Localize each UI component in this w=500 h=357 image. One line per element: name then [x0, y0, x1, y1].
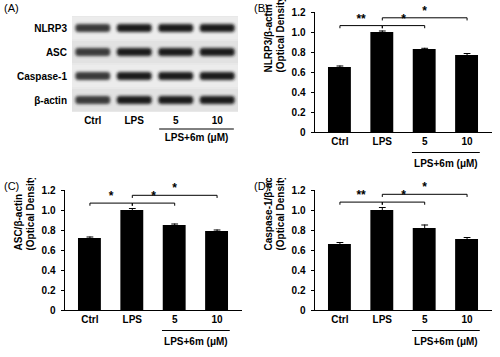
svg-text:LPS: LPS [373, 314, 393, 325]
svg-text:0.4: 0.4 [292, 265, 306, 276]
svg-text:0.2: 0.2 [292, 107, 306, 118]
svg-text:0.4: 0.4 [292, 87, 306, 98]
svg-text:**: ** [356, 188, 366, 202]
svg-text:1.0: 1.0 [292, 27, 306, 38]
svg-text:0.8: 0.8 [42, 225, 56, 236]
svg-text:0.4: 0.4 [42, 265, 56, 276]
svg-text:ASC: ASC [46, 47, 67, 58]
svg-text:β-actin: β-actin [34, 95, 67, 106]
svg-text:LPS+6m (μM): LPS+6m (μM) [164, 336, 228, 347]
svg-text:LPS: LPS [123, 314, 143, 325]
svg-text:Ctrl: Ctrl [331, 136, 348, 147]
svg-text:**: ** [356, 12, 366, 26]
svg-text:Ctrl: Ctrl [331, 314, 348, 325]
svg-text:*: * [401, 188, 406, 202]
html-text:(D): (D) [254, 180, 270, 192]
svg-text:10: 10 [212, 115, 224, 126]
svg-text:0.2: 0.2 [292, 285, 306, 296]
svg-text:0.6: 0.6 [292, 67, 306, 78]
svg-text:*: * [151, 189, 156, 203]
svg-text:1.0: 1.0 [42, 205, 56, 216]
svg-text:0.8: 0.8 [292, 225, 306, 236]
svg-text:Ctrl: Ctrl [81, 314, 98, 325]
svg-text:5: 5 [172, 314, 178, 325]
svg-text:0: 0 [300, 127, 306, 138]
svg-text:LPS: LPS [373, 136, 393, 147]
svg-text:Ctrl: Ctrl [84, 115, 101, 126]
svg-text:Caspase-1: Caspase-1 [17, 71, 67, 82]
svg-text:1.2: 1.2 [42, 185, 56, 196]
svg-text:0: 0 [50, 305, 56, 316]
svg-text:0.2: 0.2 [42, 285, 56, 296]
svg-text:LPS+6m (μM): LPS+6m (μM) [165, 132, 229, 143]
svg-text:5: 5 [173, 115, 179, 126]
svg-text:*: * [401, 12, 406, 26]
svg-text:0.6: 0.6 [292, 245, 306, 256]
svg-text:10: 10 [462, 136, 474, 147]
svg-text:*: * [422, 4, 427, 18]
html-text:(C): (C) [4, 180, 20, 192]
svg-text:0: 0 [300, 305, 306, 316]
svg-text:10: 10 [462, 314, 474, 325]
svg-text:NLRP3: NLRP3 [34, 23, 67, 34]
html-text:(B): (B) [254, 2, 269, 14]
svg-text:LPS+6m (μM): LPS+6m (μM) [414, 158, 478, 169]
svg-text:LPS+6m (μM): LPS+6m (μM) [414, 336, 478, 347]
svg-text:0.6: 0.6 [42, 245, 56, 256]
svg-text:*: * [172, 181, 177, 195]
svg-text:1.2: 1.2 [292, 7, 306, 18]
svg-text:10: 10 [212, 314, 224, 325]
html-text:(A): (A) [4, 2, 19, 14]
svg-text:0.8: 0.8 [292, 47, 306, 58]
svg-text:LPS: LPS [125, 115, 145, 126]
svg-text:1.0: 1.0 [292, 205, 306, 216]
svg-text:*: * [422, 180, 427, 194]
svg-text:5: 5 [422, 136, 428, 147]
svg-text:5: 5 [422, 314, 428, 325]
svg-text:1.2: 1.2 [292, 185, 306, 196]
svg-text:*: * [109, 189, 114, 203]
